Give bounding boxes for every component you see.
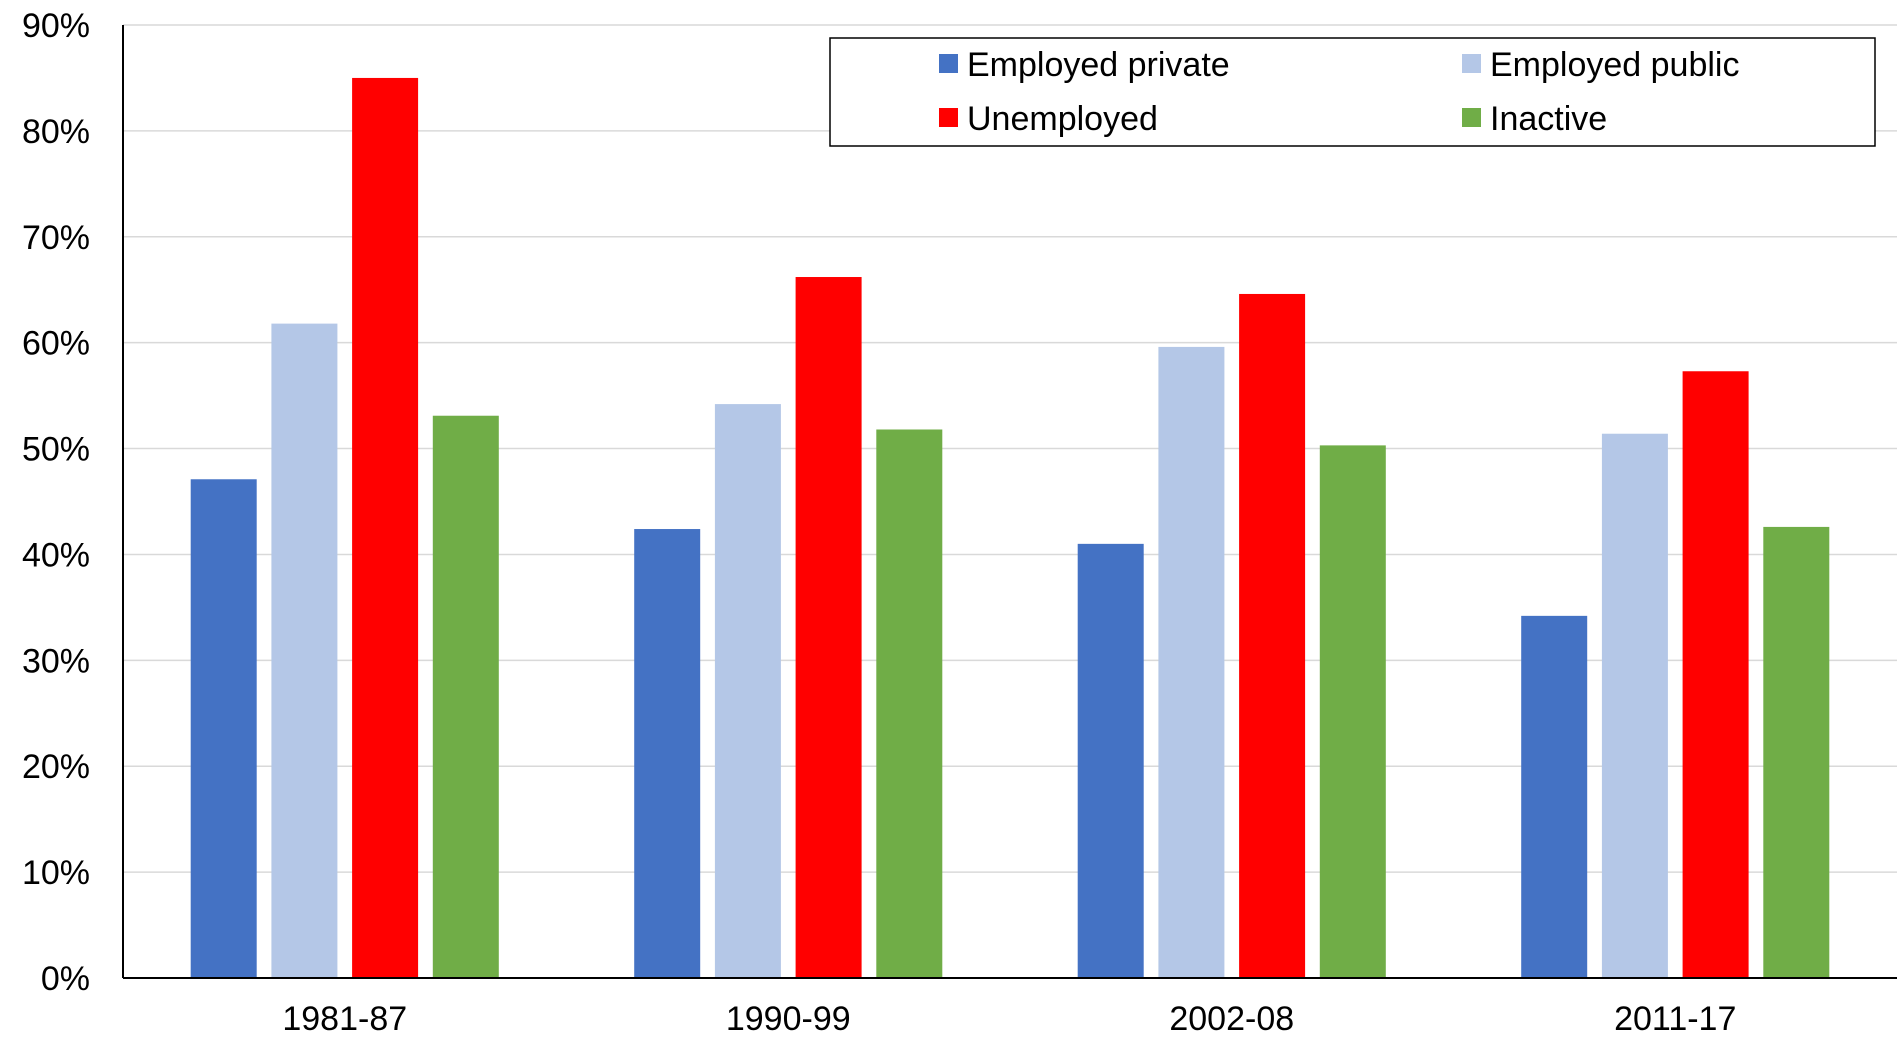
x-tick-label: 1981-87 bbox=[282, 1000, 407, 1038]
legend: Employed private Employed public Unemploye… bbox=[829, 37, 1876, 147]
bar-unemployed bbox=[1682, 371, 1749, 978]
bar-employed-public bbox=[714, 404, 781, 978]
legend-swatch bbox=[939, 54, 958, 73]
bar-inactive bbox=[432, 415, 499, 979]
bar-unemployed bbox=[1239, 293, 1306, 978]
y-tick-label: 70% bbox=[22, 219, 90, 257]
bar-unemployed bbox=[795, 277, 862, 978]
legend-label: Employed public bbox=[1490, 46, 1739, 84]
y-tick-label: 60% bbox=[22, 325, 90, 363]
x-tick-label: 2011-17 bbox=[1614, 1000, 1736, 1038]
x-axis: 1981-87 1990-99 2002-08 2011-17 bbox=[123, 977, 1897, 1038]
bar-employed-private bbox=[634, 529, 701, 978]
legend-swatch bbox=[939, 108, 958, 127]
bar-employed-private bbox=[1521, 615, 1588, 978]
bar-employed-public bbox=[1158, 346, 1225, 978]
legend-label: Inactive bbox=[1490, 100, 1607, 138]
y-tick-label: 40% bbox=[22, 536, 90, 574]
x-tick-label: 1990-99 bbox=[726, 1000, 851, 1038]
legend-label: Employed private bbox=[967, 46, 1230, 84]
y-tick-label: 50% bbox=[22, 431, 90, 469]
y-tick-label: 80% bbox=[22, 113, 90, 151]
bar-employed-public bbox=[271, 323, 338, 978]
x-tick-label: 2002-08 bbox=[1169, 1000, 1294, 1038]
bar-inactive bbox=[1319, 445, 1386, 978]
y-axis: 0% 10% 20% 30% 40% 50% 60% 70% 80% 90% bbox=[22, 7, 124, 998]
legend-swatch bbox=[1462, 108, 1481, 127]
legend-label: Unemployed bbox=[967, 100, 1158, 138]
y-tick-label: 0% bbox=[41, 960, 90, 998]
y-tick-label: 90% bbox=[22, 7, 90, 45]
bar-employed-private bbox=[190, 479, 257, 978]
bar-employed-public bbox=[1601, 433, 1668, 979]
y-tick-label: 10% bbox=[22, 854, 90, 892]
y-tick-label: 20% bbox=[22, 748, 90, 786]
bar-inactive bbox=[876, 429, 943, 978]
bar-unemployed bbox=[352, 77, 419, 978]
y-tick-label: 30% bbox=[22, 642, 90, 680]
bar-inactive bbox=[1763, 526, 1830, 978]
bars bbox=[190, 77, 1830, 979]
legend-swatch bbox=[1462, 54, 1481, 73]
bar-employed-private bbox=[1077, 543, 1144, 978]
gridlines bbox=[123, 24, 1897, 873]
legend-box bbox=[829, 37, 1876, 147]
